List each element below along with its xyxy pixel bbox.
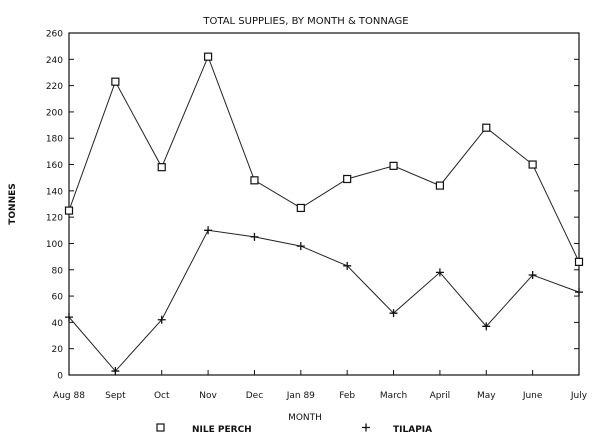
data-point-nile-perch bbox=[343, 174, 352, 184]
data-point-nile-perch bbox=[111, 77, 120, 86]
data-point-tilapia bbox=[575, 288, 583, 297]
x-tick-label: Oct bbox=[154, 391, 170, 401]
data-point-tilapia bbox=[528, 271, 537, 280]
data-point-nile-perch bbox=[250, 176, 259, 185]
x-tick-label: Feb bbox=[339, 391, 355, 401]
x-tick-label: April bbox=[430, 391, 451, 401]
data-point-tilapia bbox=[204, 226, 213, 235]
y-tick-label: 20 bbox=[52, 345, 64, 355]
y-tick-label: 140 bbox=[46, 187, 63, 197]
series-layer bbox=[64, 52, 584, 376]
x-tick-label: Sept bbox=[105, 391, 126, 401]
y-axis-ticks: 0 20 40 60 80 100 120 140 160 180 200 220 240 260 bbox=[46, 30, 579, 382]
y-tick-label: 80 bbox=[52, 266, 64, 276]
x-tick-label: July bbox=[570, 391, 588, 401]
y-tick-label: 180 bbox=[46, 135, 63, 145]
data-point-nile-perch bbox=[64, 206, 74, 215]
x-axis-ticks: Aug 88 Sept Oct Nov Dec Jan 89 Feb March April Ma… bbox=[53, 370, 588, 401]
y-tick-label: 160 bbox=[46, 161, 63, 171]
y-tick-label: 260 bbox=[46, 30, 63, 40]
data-point-tilapia bbox=[157, 315, 166, 324]
data-point-nile-perch bbox=[157, 163, 166, 172]
x-tick-label: May bbox=[477, 391, 496, 401]
legend-marker-tilapia bbox=[362, 423, 370, 432]
x-tick-label: March bbox=[380, 391, 407, 401]
series-line-nile-perch bbox=[68, 55, 580, 263]
y-tick-label: 0 bbox=[57, 372, 63, 382]
data-point-nile-perch bbox=[296, 203, 305, 213]
data-point-tilapia bbox=[435, 268, 444, 277]
data-point-tilapia bbox=[343, 261, 352, 270]
data-point-nile-perch bbox=[528, 160, 537, 169]
x-tick-label: Nov bbox=[199, 391, 217, 401]
data-point-tilapia bbox=[111, 367, 120, 376]
data-point-tilapia bbox=[296, 242, 305, 251]
y-tick-label: 200 bbox=[46, 108, 63, 118]
y-tick-label: 220 bbox=[46, 82, 63, 92]
y-tick-label: 40 bbox=[52, 319, 64, 329]
y-tick-label: 240 bbox=[46, 56, 63, 66]
plot-frame bbox=[68, 32, 580, 376]
x-tick-label: Aug 88 bbox=[53, 391, 85, 401]
data-point-nile-perch bbox=[482, 123, 491, 132]
data-point-tilapia bbox=[250, 232, 259, 241]
legend-label-nile-perch: NILE PERCH bbox=[192, 425, 252, 435]
series-line-tilapia bbox=[68, 229, 580, 372]
x-tick-label: June bbox=[522, 391, 543, 401]
legend-marker-nile-perch bbox=[156, 423, 165, 432]
data-point-tilapia bbox=[482, 322, 491, 331]
y-axis-label: TONNES bbox=[8, 183, 18, 224]
data-point-nile-perch bbox=[389, 161, 398, 170]
data-point-tilapia bbox=[65, 313, 73, 322]
chart-title: TOTAL SUPPLIES, BY MONTH & TONNAGE bbox=[202, 16, 408, 27]
x-tick-label: Jan 89 bbox=[286, 391, 315, 401]
legend-label-tilapia: TILAPIA bbox=[393, 425, 432, 435]
x-tick-label: Dec bbox=[246, 391, 263, 401]
data-point-tilapia bbox=[389, 309, 398, 318]
y-tick-label: 120 bbox=[46, 214, 63, 224]
y-tick-label: 100 bbox=[46, 240, 63, 250]
data-point-nile-perch bbox=[435, 181, 445, 190]
legend: NILE PERCH TILAPIA bbox=[156, 423, 432, 435]
y-tick-label: 60 bbox=[52, 293, 64, 303]
data-point-nile-perch bbox=[574, 257, 584, 266]
x-axis-label: MONTH bbox=[288, 413, 322, 423]
data-point-nile-perch bbox=[203, 52, 213, 61]
